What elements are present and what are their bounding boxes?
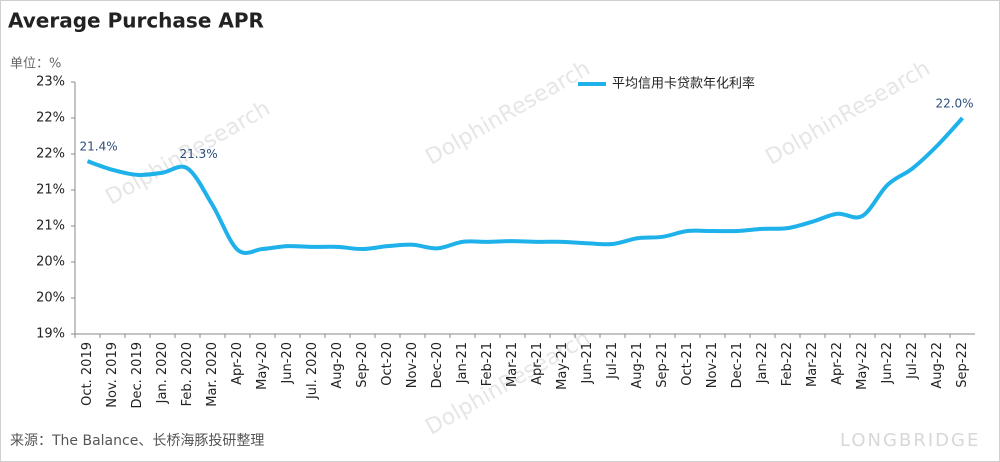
x-tick-label: Oct. 2019 xyxy=(80,342,95,406)
y-tick-label: 21% xyxy=(36,219,65,234)
y-tick-label: 22% xyxy=(36,111,65,126)
x-tick-label: Oct-20 xyxy=(380,342,395,386)
y-tick-label: 23% xyxy=(36,75,65,90)
x-tick-label: Jun-20 xyxy=(280,342,295,385)
x-tick-label: Feb-21 xyxy=(480,342,495,386)
x-tick-label: Jan-21 xyxy=(455,342,470,384)
legend-label: 平均信用卡贷款年化利率 xyxy=(612,76,755,92)
x-tick-label: Aug-20 xyxy=(330,342,345,389)
x-tick-label: Sep-22 xyxy=(955,342,970,388)
x-tick-label: Jul-21 xyxy=(605,342,620,380)
x-tick-label: May-21 xyxy=(555,342,570,390)
y-tick-label: 21% xyxy=(36,183,65,198)
x-tick-label: Aug-21 xyxy=(630,342,645,389)
y-tick-label: 22% xyxy=(36,147,65,162)
x-tick-label: Apr-22 xyxy=(830,342,845,385)
brand: LONGBRIDGE xyxy=(840,430,980,451)
data-label: 22.0% xyxy=(935,97,973,111)
data-label: 21.4% xyxy=(80,140,118,154)
x-tick-label: Jun-21 xyxy=(580,342,595,385)
x-tick-label: Feb-22 xyxy=(780,342,795,386)
chart-title: Average Purchase APR xyxy=(8,9,264,33)
y-tick-label: 20% xyxy=(36,291,65,306)
x-tick-label: Jul-22 xyxy=(905,342,920,380)
x-tick-label: Dec-21 xyxy=(730,342,745,388)
x-tick-label: Dec. 2019 xyxy=(130,342,145,409)
x-tick-label: Mar-22 xyxy=(805,342,820,387)
y-tick-label: 19% xyxy=(36,327,65,342)
x-tick-label: Apr-21 xyxy=(530,342,545,385)
x-tick-label: Jun-22 xyxy=(880,342,895,385)
x-tick-label: Oct-21 xyxy=(680,342,695,386)
x-tick-label: Dec-20 xyxy=(430,342,445,388)
x-tick-label: Nov-21 xyxy=(705,342,720,388)
x-tick-label: May-22 xyxy=(855,342,870,390)
x-tick-label: Sep-20 xyxy=(355,342,370,388)
x-tick-label: Nov. 2019 xyxy=(105,342,120,408)
x-tick-label: Jul. 2020 xyxy=(305,342,320,400)
x-tick-label: Mar-21 xyxy=(505,342,520,387)
line xyxy=(86,116,964,255)
x-tick-label: Aug-22 xyxy=(930,342,945,389)
x-tick-label: Jan. 2020 xyxy=(155,342,170,404)
x-tick-label: Nov-20 xyxy=(405,342,420,388)
source: 来源：The Balance、长桥海豚投研整理 xyxy=(10,433,264,449)
y-axis-label: 单位：% xyxy=(10,57,61,72)
x-tick-label: Jan-22 xyxy=(755,342,770,384)
x-tick-label: Apr-20 xyxy=(230,342,245,385)
data-label: 21.3% xyxy=(180,147,218,161)
x-tick-label: Sep-21 xyxy=(655,342,670,388)
x-tick-label: Feb. 2020 xyxy=(180,342,195,406)
x-tick-label: May-20 xyxy=(255,342,270,390)
y-tick-label: 20% xyxy=(36,255,65,270)
x-tick-label: Mar. 2020 xyxy=(205,342,220,407)
